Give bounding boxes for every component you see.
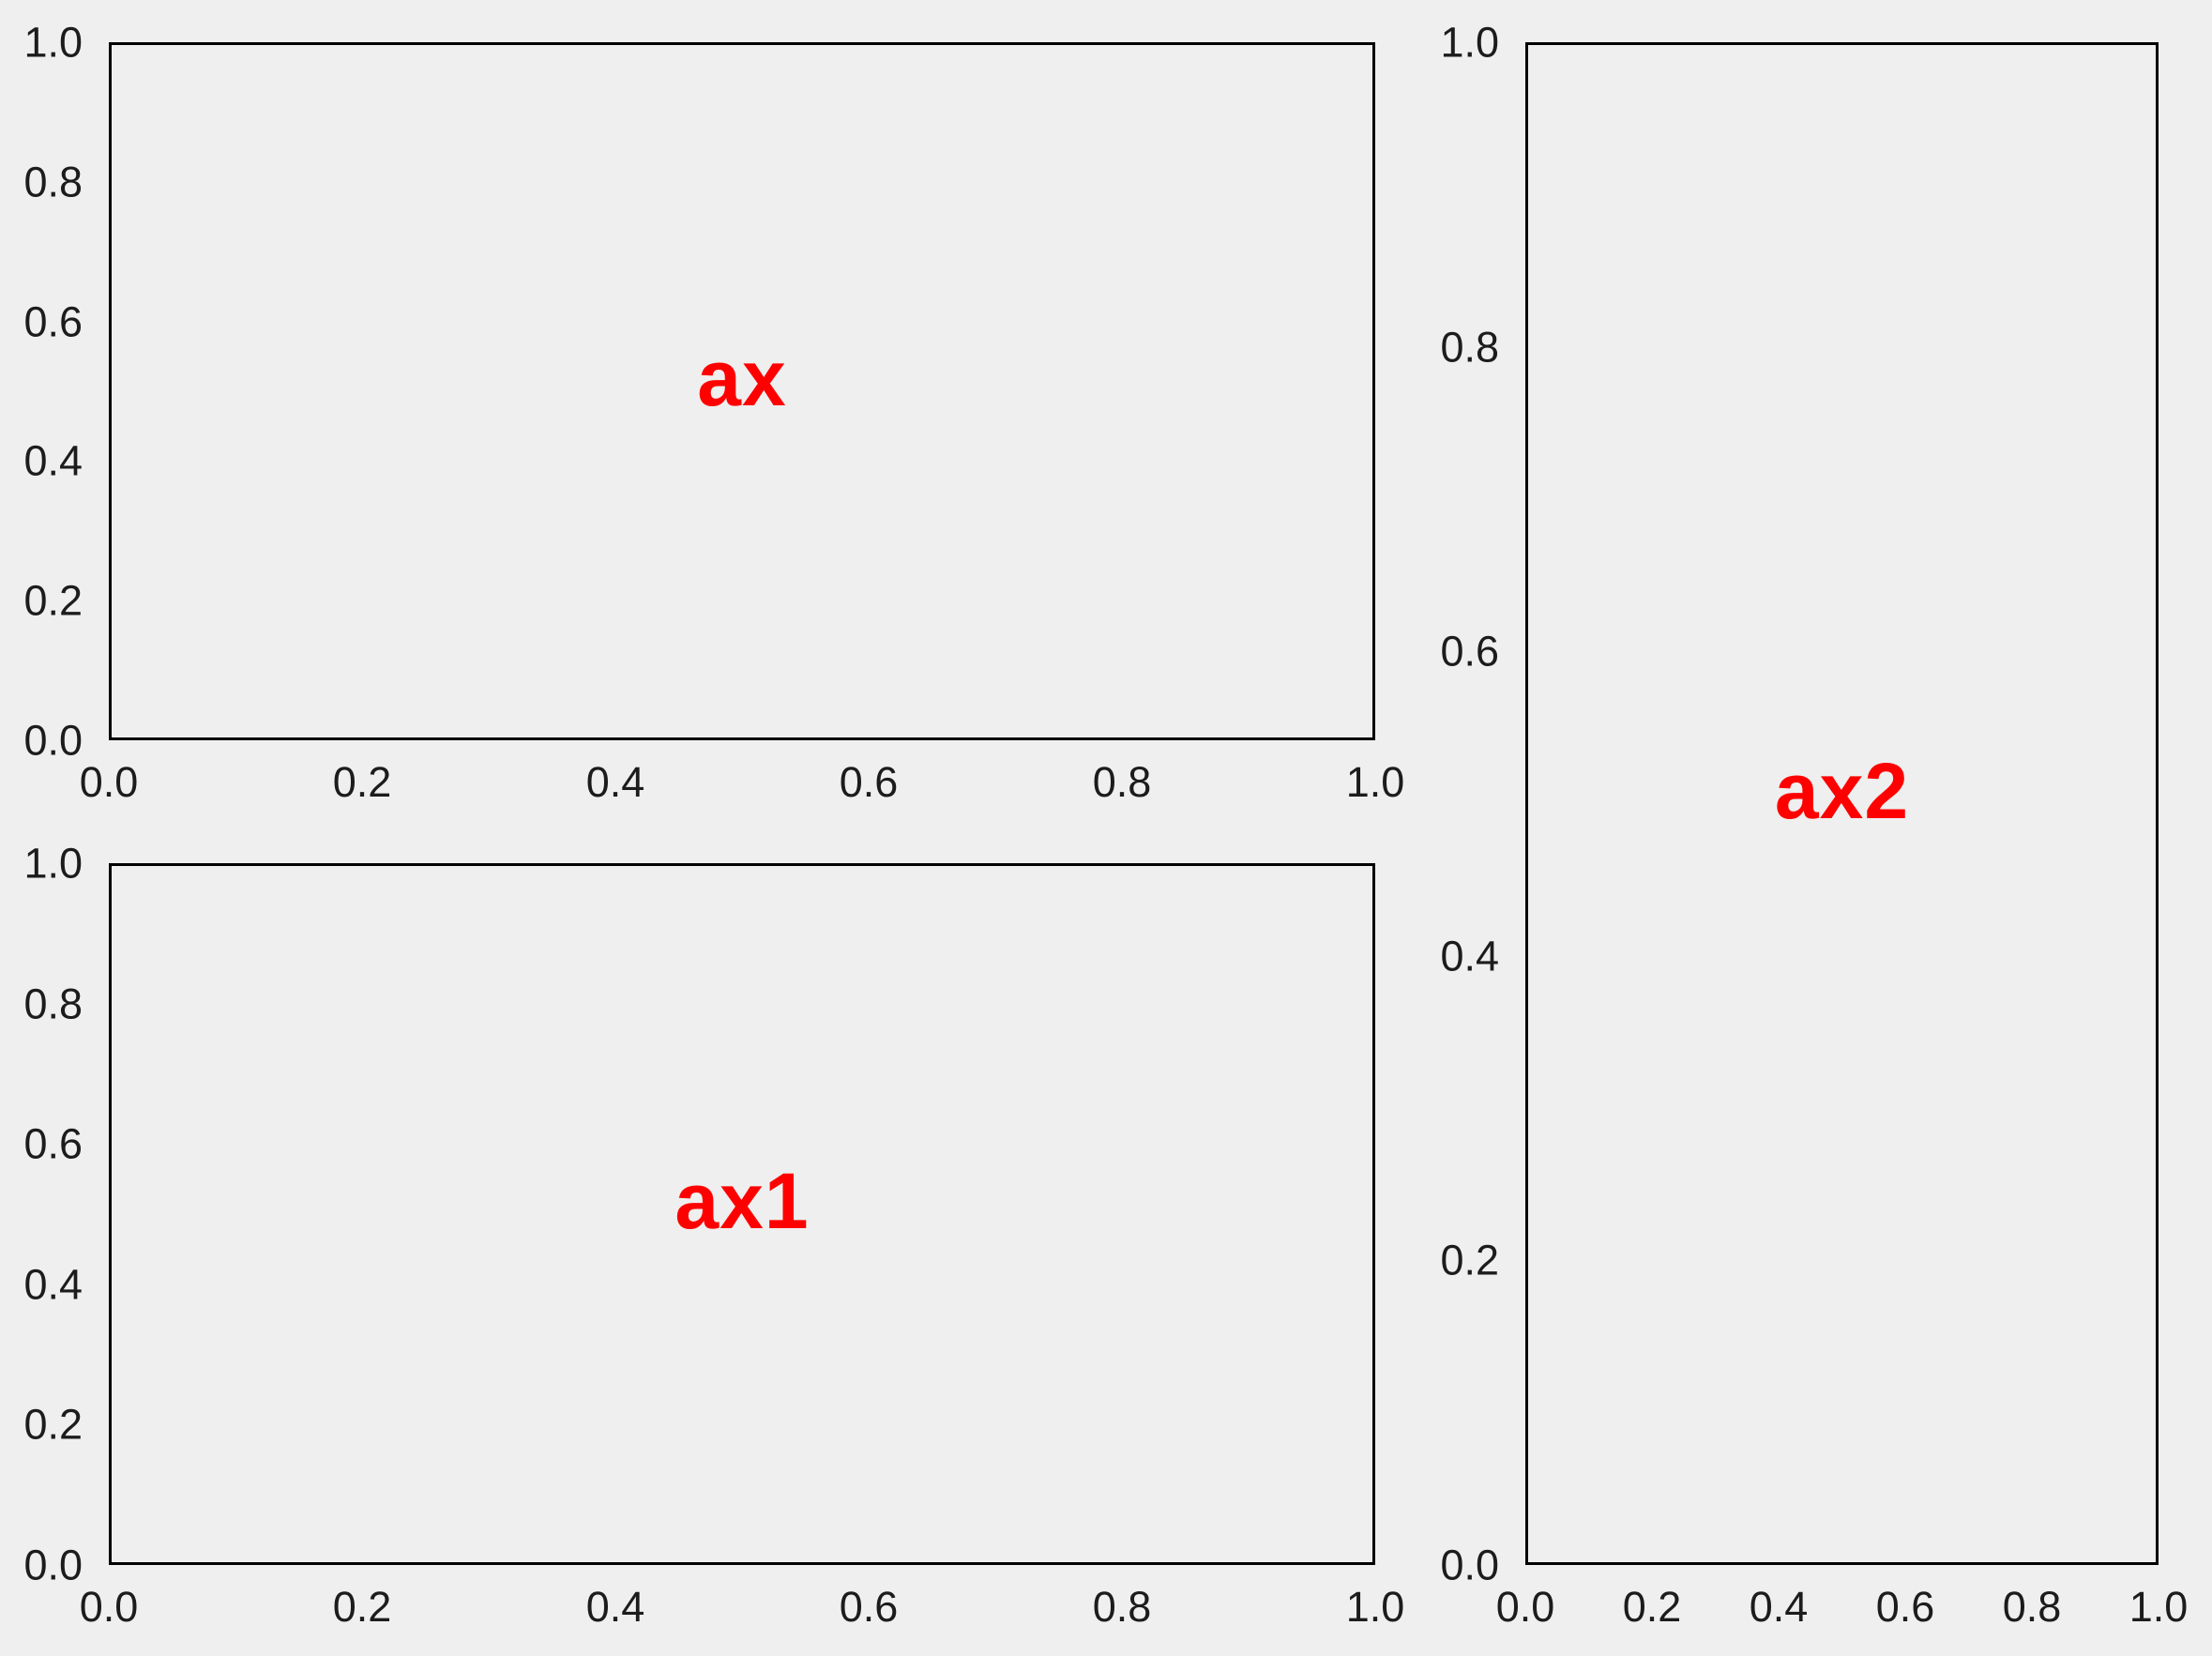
- axes-ax-plot-area: [109, 42, 1375, 740]
- axes-ax1: 1.0 0.8 0.6 0.4 0.2 0.0 0.0 0.2 0.4 0.6 …: [23, 843, 1404, 1629]
- x-tick-label: 0.8: [1092, 758, 1152, 806]
- x-tick-label: 0.6: [839, 758, 899, 806]
- y-tick-label: 0.4: [23, 1260, 83, 1309]
- y-tick-label: 0.6: [1440, 627, 1499, 676]
- x-tick-label: 0.6: [839, 1583, 899, 1631]
- y-tick-label: 0.8: [23, 980, 83, 1028]
- x-tick-label: 1.0: [2129, 1583, 2189, 1631]
- x-tick-label: 0.4: [1749, 1583, 1809, 1631]
- x-tick-label: 0.0: [79, 758, 139, 806]
- y-tick-label: 1.0: [23, 18, 83, 67]
- x-tick-label: 0.2: [332, 758, 392, 806]
- y-tick-label: 1.0: [1440, 18, 1499, 67]
- x-tick-label: 1.0: [1345, 1583, 1405, 1631]
- axes-ax: 1.0 0.8 0.6 0.4 0.2 0.0 0.0 0.2 0.4 0.6 …: [23, 22, 1404, 804]
- y-tick-label: 0.2: [1440, 1236, 1499, 1284]
- y-tick-label: 0.8: [1440, 323, 1499, 372]
- x-tick-label: 0.2: [1622, 1583, 1682, 1631]
- x-tick-label: 1.0: [1345, 758, 1405, 806]
- x-tick-label: 0.8: [1092, 1583, 1152, 1631]
- y-tick-label: 0.2: [23, 576, 83, 625]
- axes-ax2-plot-area: [1525, 42, 2159, 1565]
- y-tick-label: 0.4: [23, 436, 83, 485]
- y-tick-label: 0.6: [23, 1119, 83, 1168]
- y-tick-label: 0.2: [23, 1400, 83, 1449]
- x-tick-label: 0.0: [79, 1583, 139, 1631]
- y-tick-label: 0.0: [23, 716, 83, 765]
- y-tick-label: 0.8: [23, 158, 83, 206]
- x-tick-label: 0.4: [585, 758, 645, 806]
- axes-ax2: 1.0 0.8 0.6 0.4 0.2 0.0 0.0 0.2 0.4 0.6 …: [1440, 22, 2188, 1629]
- axes-ax1-plot-area: [109, 863, 1375, 1565]
- y-tick-label: 0.0: [1440, 1541, 1499, 1589]
- x-tick-label: 0.0: [1495, 1583, 1555, 1631]
- x-tick-label: 0.8: [2002, 1583, 2062, 1631]
- y-tick-label: 0.4: [1440, 932, 1499, 980]
- x-tick-label: 0.4: [585, 1583, 645, 1631]
- x-tick-label: 0.6: [1875, 1583, 1935, 1631]
- x-tick-label: 0.2: [332, 1583, 392, 1631]
- y-tick-label: 0.6: [23, 297, 83, 346]
- y-tick-label: 1.0: [23, 839, 83, 888]
- y-tick-label: 0.0: [23, 1541, 83, 1589]
